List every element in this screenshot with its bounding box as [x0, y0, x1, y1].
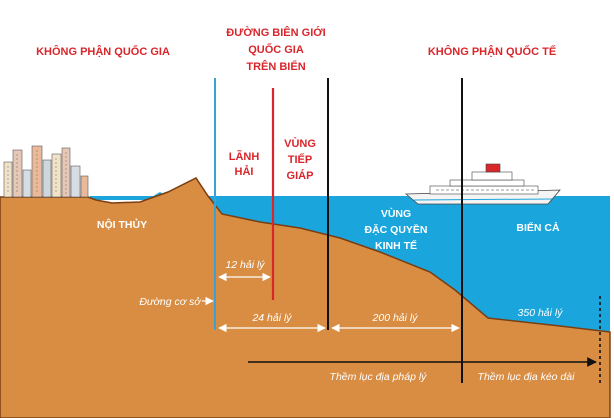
sea-surface — [90, 196, 610, 200]
nm-350-label: 350 hải lý — [518, 307, 564, 319]
contiguous-zone-label-2: TIẾP — [288, 153, 312, 166]
nm-24-label: 24 hải lý — [251, 312, 292, 324]
nm-12-label: 12 hải lý — [225, 259, 265, 271]
internal-waters-label: NỘI THỦY — [97, 218, 147, 231]
eez-label-3: KINH TẾ — [375, 239, 417, 252]
border-heading-line-3: TRÊN BIỂN — [246, 60, 305, 73]
border-heading-line-1: ĐƯỜNG BIÊN GIỚI — [226, 26, 325, 39]
city-skyline-icon — [3, 145, 89, 198]
land-profile — [0, 177, 611, 418]
high-seas-label: BIỂN CẢ — [516, 221, 560, 234]
eez-label-2: ĐẶC QUYỀN — [364, 223, 427, 236]
nm-200-label: 200 hải lý — [372, 312, 419, 324]
ship-icon — [404, 163, 561, 205]
contiguous-zone-label-3: GIÁP — [287, 169, 314, 182]
territorial-sea-label-1: LÃNH — [229, 150, 260, 163]
eez-label-1: VÙNG — [381, 207, 411, 220]
contiguous-zone-label-1: VÙNG — [284, 137, 316, 150]
baseline-label: Đường cơ sở — [139, 296, 202, 308]
legal-shelf-label: Thềm lục địa pháp lý — [330, 371, 428, 383]
extended-shelf-label: Thềm lục địa kéo dài — [478, 371, 576, 383]
international-airspace-heading: KHÔNG PHẬN QUỐC TẾ — [428, 44, 556, 58]
territorial-sea-label-2: HẢI — [235, 165, 254, 178]
sea — [150, 200, 610, 332]
border-heading-line-2: QUỐC GIA — [248, 42, 304, 56]
national-airspace-heading: KHÔNG PHẬN QUỐC GIA — [36, 44, 170, 58]
